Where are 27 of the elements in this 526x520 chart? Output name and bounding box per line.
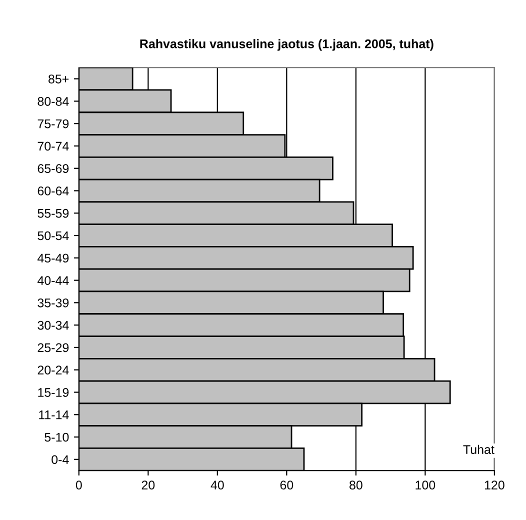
y-tick-label: 85+: [48, 74, 69, 84]
y-tick-label: 65-69: [38, 164, 69, 173]
chart-title: Rahvastiku vanuseline jaotus (1.jaan. 2005, tuhat): [140, 39, 434, 51]
x-tick-label: 40: [210, 480, 224, 490]
x-tick-label: 120: [484, 480, 504, 490]
y-tick-label: 55-59: [38, 208, 69, 218]
y-tick-label: 11-14: [39, 410, 69, 420]
y-tick-label: 20-24: [38, 366, 69, 374]
y-tick-label: 15-19: [38, 388, 69, 397]
y-tick-label: 35-39: [38, 298, 69, 308]
y-tick-label: 70-74: [38, 142, 69, 151]
x-axis-title: Tuhat: [463, 444, 494, 454]
x-tick-label: 80: [350, 480, 362, 490]
y-tick-label: 50-54: [38, 231, 69, 240]
x-tick-label: 0: [76, 480, 82, 490]
x-tick-label: 20: [142, 480, 155, 490]
y-tick-label: 60-64: [38, 186, 69, 196]
y-tick-label: 0-4: [52, 455, 69, 464]
y-tick-label: 30-34: [38, 320, 69, 330]
y-tick-label: 80-84: [38, 96, 69, 106]
y-tick-label: 75-79: [38, 119, 69, 128]
y-tick-label: 40-44: [38, 276, 69, 285]
x-tick-label: 60: [280, 480, 294, 490]
y-tick-label: 25-29: [38, 343, 69, 352]
y-tick-label: 5-10: [44, 432, 69, 442]
y-tick-label: 45-49: [38, 254, 69, 263]
x-tick-label: 100: [416, 480, 436, 490]
